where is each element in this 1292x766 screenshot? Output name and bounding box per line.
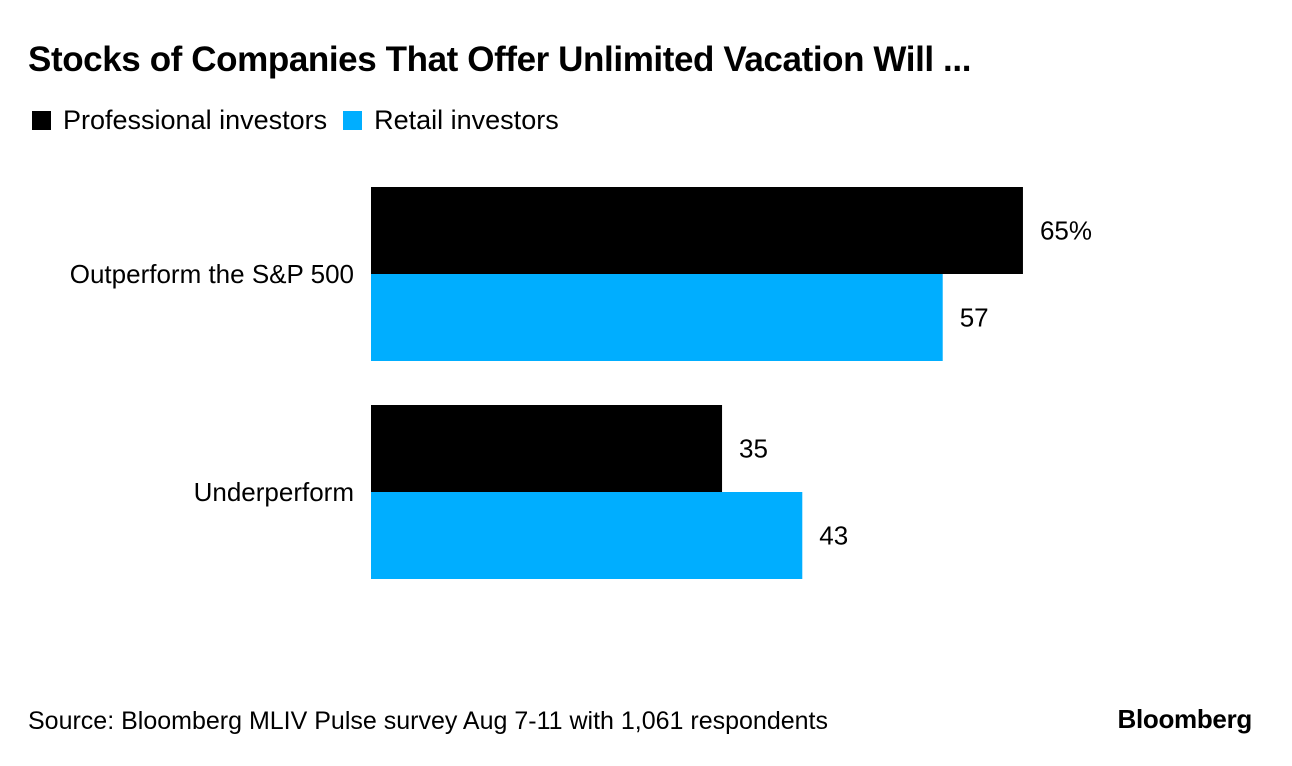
legend-item-professional: Professional investors — [32, 105, 327, 136]
value-label-professional-underperform: 35 — [739, 434, 768, 464]
chart-legend: Professional investors Retail investors — [32, 105, 575, 136]
bar-professional-underperform — [371, 405, 723, 492]
category-label-underperform: Underperform — [194, 477, 354, 507]
value-label-professional-outperform: 65% — [1040, 216, 1092, 246]
value-label-retail-underperform: 43 — [819, 521, 848, 551]
legend-swatch-professional — [32, 111, 51, 130]
bar-retail-underperform — [371, 492, 803, 579]
legend-label-professional: Professional investors — [63, 105, 328, 135]
chart-title: Stocks of Companies That Offer Unlimited… — [28, 40, 972, 79]
category-label-outperform: Outperform the S&P 500 — [70, 259, 354, 289]
legend-swatch-retail — [343, 111, 363, 130]
legend-item-retail: Retail investors — [343, 105, 559, 136]
bar-professional-outperform — [371, 187, 1023, 274]
legend-label-retail: Retail investors — [374, 105, 559, 135]
bloomberg-logo: Bloomberg — [1117, 704, 1252, 734]
bar-retail-outperform — [371, 274, 943, 361]
value-label-retail-outperform: 57 — [960, 303, 989, 333]
source-note: Source: Bloomberg MLIV Pulse survey Aug … — [28, 707, 828, 735]
